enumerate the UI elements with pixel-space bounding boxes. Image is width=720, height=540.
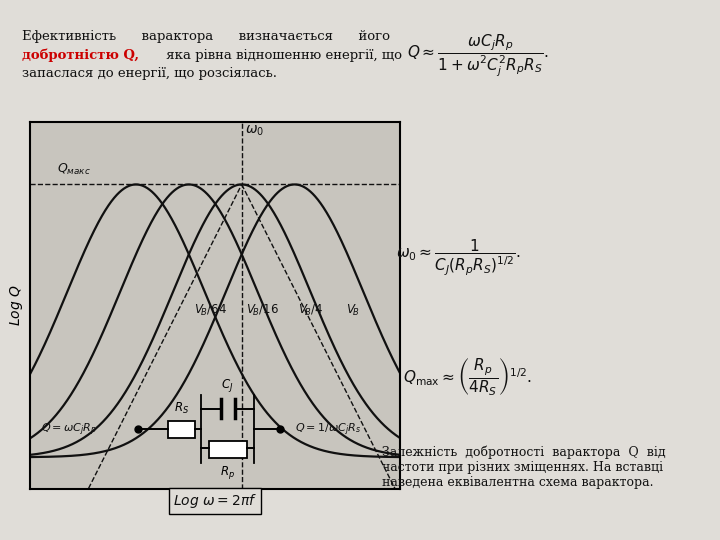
Text: Залежність  добротності  варактора  Q  від
частоти при різних зміщеннях. На вста: Залежність добротності варактора Q від ч… bbox=[382, 446, 665, 489]
Text: Ефективність      варактора      визначається      його: Ефективність варактора визначається його bbox=[22, 30, 390, 43]
Text: добротністю Q,: добротністю Q, bbox=[22, 49, 138, 62]
Text: яка рівна відношенню енергії, що: яка рівна відношенню енергії, що bbox=[162, 49, 402, 62]
Text: $R_p$: $R_p$ bbox=[220, 464, 235, 481]
Text: запаслася до енергії, що розсіялась.: запаслася до енергії, що розсіялась. bbox=[22, 68, 276, 80]
Text: $Q_{\rm\mathit{макс}}$: $Q_{\rm\mathit{макс}}$ bbox=[57, 162, 91, 177]
Text: $Q{=}1/\omega C_j R_s$: $Q{=}1/\omega C_j R_s$ bbox=[294, 422, 361, 438]
Text: $Log\ \omega = 2\pi f$: $Log\ \omega = 2\pi f$ bbox=[174, 492, 257, 510]
Text: $Q \approx \dfrac{\omega C_j R_p}{1 + \omega^2 C_j^2 R_p R_S}.$: $Q \approx \dfrac{\omega C_j R_p}{1 + \o… bbox=[407, 32, 549, 79]
Text: $C_J$: $C_J$ bbox=[222, 377, 234, 394]
Text: $R_S$: $R_S$ bbox=[174, 401, 189, 416]
Text: $V_{\!B}$: $V_{\!B}$ bbox=[346, 303, 360, 318]
Text: $V_{\!B}/64$: $V_{\!B}/64$ bbox=[194, 303, 227, 318]
Text: $\omega_0 \approx \dfrac{1}{C_J (R_p R_S)^{1/2}}.$: $\omega_0 \approx \dfrac{1}{C_J (R_p R_S… bbox=[396, 238, 521, 278]
Text: $V_{\!B}/16$: $V_{\!B}/16$ bbox=[246, 303, 279, 318]
Text: $\omega_0$: $\omega_0$ bbox=[245, 124, 264, 138]
Text: $Q{=}\omega C_j R_p$: $Q{=}\omega C_j R_p$ bbox=[41, 422, 97, 438]
Bar bbox=[209, 441, 246, 458]
Y-axis label: $Log\ Q$: $Log\ Q$ bbox=[8, 284, 24, 326]
Text: $Q_{\rm max} \approx \left(\dfrac{R_p}{4R_S}\right)^{1/2}.$: $Q_{\rm max} \approx \left(\dfrac{R_p}{4… bbox=[403, 356, 532, 397]
Text: $V_{\!B}/4$: $V_{\!B}/4$ bbox=[297, 303, 323, 318]
Bar bbox=[168, 421, 195, 438]
